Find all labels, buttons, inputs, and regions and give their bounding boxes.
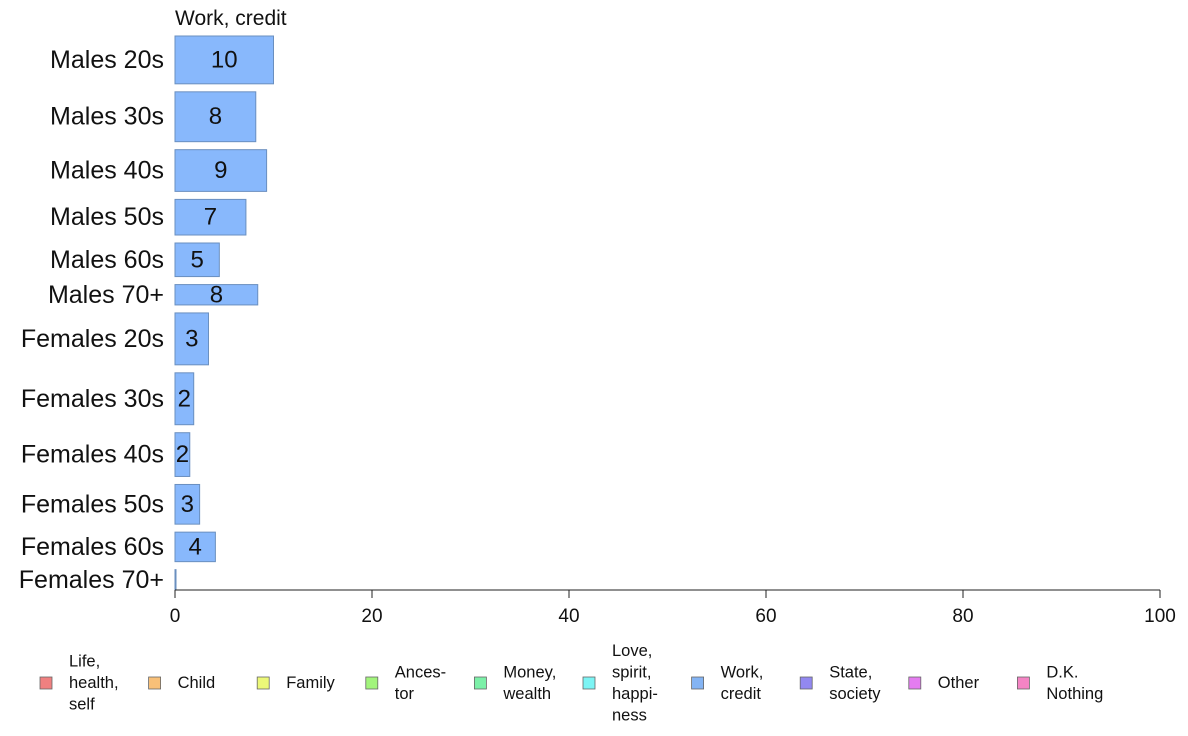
x-axis: 0 20 40 60 80 100: [170, 589, 1176, 627]
chart-title: Work, credit: [175, 7, 287, 30]
category-label: Females 40s: [21, 441, 164, 469]
legend-swatch: [39, 676, 53, 690]
legend-label: happi-: [612, 685, 658, 703]
data-label: 2: [178, 385, 191, 412]
legend-item: State, society: [799, 663, 881, 703]
bar: [174, 35, 274, 85]
category-label: Females 70+: [19, 566, 164, 594]
legend-label: Love,: [612, 642, 652, 660]
bar: [174, 432, 191, 477]
legend-item: Family: [256, 674, 336, 692]
x-tick-label: 40: [558, 606, 579, 627]
data-label: 4: [189, 533, 202, 560]
legend-item: Love, spirit, happi-ness: [582, 642, 658, 724]
legend-swatch: [691, 676, 704, 690]
legend-label: wealth: [502, 685, 551, 703]
legend-swatch: [148, 676, 162, 690]
x-tick-label: 0: [170, 606, 181, 627]
legend-swatch: [908, 676, 922, 690]
legend-label: D.K.: [1046, 663, 1078, 681]
legend-item: Other: [908, 674, 980, 692]
data-label: 8: [210, 281, 223, 308]
category-label: Males 20s: [50, 46, 164, 74]
category-label: Females 60s: [21, 533, 164, 561]
legend-label: Life,: [69, 653, 100, 671]
bar: [174, 483, 201, 525]
data-label: 7: [204, 204, 217, 231]
legend-label: society: [829, 685, 881, 703]
data-label: 8: [209, 103, 222, 130]
legend-label: State,: [829, 663, 872, 681]
bar: [174, 149, 268, 192]
legend-item: Work, credit: [691, 663, 764, 703]
legend-label: spirit,: [612, 663, 651, 681]
legend-swatch: [582, 676, 596, 690]
legend-swatch: [256, 676, 270, 690]
category-label: Females 20s: [21, 325, 164, 353]
bar: [174, 312, 209, 366]
x-tick-label: 100: [1144, 606, 1176, 627]
legend-label: Family: [286, 674, 335, 692]
data-label: 3: [181, 491, 194, 518]
legend-item: Child: [148, 674, 216, 692]
legend-label: health,: [69, 674, 119, 692]
legend: Life, health, self Child Family Ances-tor Mone…: [39, 642, 1103, 724]
legend-swatch: [1017, 676, 1030, 690]
category-label: Males 50s: [50, 203, 164, 231]
category-label: Males 70+: [48, 281, 164, 309]
data-label: 2: [176, 441, 189, 468]
legend-item: Money, wealth: [473, 663, 556, 703]
category-label: Males 30s: [50, 103, 164, 131]
legend-swatch: [473, 676, 487, 690]
legend-label: ness: [612, 706, 647, 724]
category-label: Females 30s: [21, 385, 164, 413]
x-tick-label: 20: [361, 606, 382, 627]
data-label: 10: [211, 46, 238, 73]
category-label: Males 40s: [50, 157, 164, 185]
bar: [174, 198, 247, 236]
legend-label: Work,: [721, 663, 764, 681]
bar: [174, 284, 259, 306]
legend-swatch: [799, 676, 813, 690]
bar: [174, 569, 177, 591]
legend-label: Other: [938, 674, 980, 692]
legend-label: Nothing: [1046, 685, 1103, 703]
legend-label: Child: [178, 674, 216, 692]
x-tick-label: 60: [755, 606, 776, 627]
x-tick-label: 80: [952, 606, 973, 627]
legend-item: Ances-tor: [365, 663, 446, 703]
legend-label: credit: [721, 685, 762, 703]
legend-label: tor: [395, 685, 415, 703]
legend-item: D.K. Nothing: [1017, 663, 1103, 703]
category-label: Females 50s: [21, 490, 164, 518]
legend-label: self: [69, 696, 95, 714]
bar: [174, 91, 257, 143]
category-label: Males 60s: [50, 246, 164, 274]
data-label: 9: [214, 157, 227, 184]
data-label: 3: [185, 325, 198, 352]
bars-group: Males 20s 10 Males 30s 8 Males 40s 9 Males 50s…: [19, 35, 274, 594]
bar: [174, 531, 216, 563]
legend-swatch: [365, 676, 379, 690]
legend-label: Ances-: [395, 663, 446, 681]
legend-label: Money,: [503, 663, 556, 681]
bar: [174, 372, 195, 426]
legend-item: Life, health, self: [39, 653, 119, 714]
bar: [174, 242, 220, 278]
data-label: 5: [190, 246, 203, 273]
